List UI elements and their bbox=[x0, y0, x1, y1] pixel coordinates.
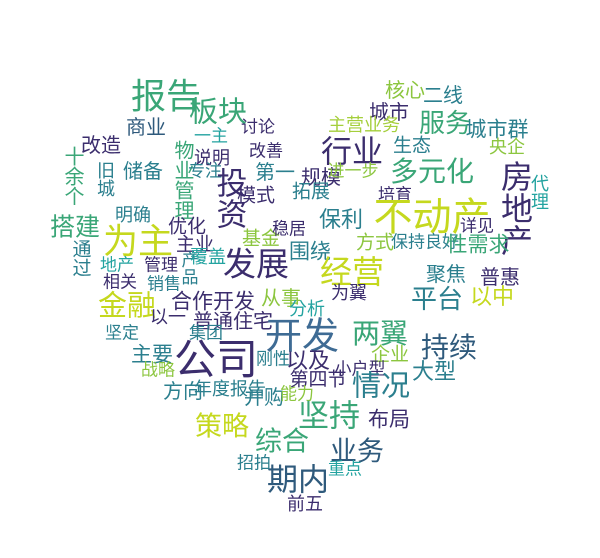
word-hexin: 核心 bbox=[385, 78, 425, 102]
word-hezuokaifa: 合作开发 bbox=[171, 289, 255, 314]
word-gaizao: 改造 bbox=[81, 133, 121, 157]
word-yizhong: 以中 bbox=[469, 285, 515, 310]
word-weizhu: 为主 bbox=[102, 222, 174, 263]
word-baoli: 保利 bbox=[318, 208, 364, 233]
word-yizhu: 一主 bbox=[194, 126, 228, 147]
word-buju: 布局 bbox=[368, 407, 410, 432]
word-zhuye: 主业 bbox=[175, 233, 215, 256]
word-fangshi: 方式 bbox=[355, 231, 395, 254]
word-xiaohuxing: 小户型 bbox=[334, 359, 386, 380]
word-yiji: 以及 bbox=[285, 349, 331, 374]
word-kaifa: 开发 bbox=[265, 314, 339, 358]
word-wuyeguanli: 物业管理 bbox=[171, 140, 195, 220]
word-putongzhuzhai: 普通住宅 bbox=[193, 309, 273, 333]
word-shengtai: 生态 bbox=[392, 134, 432, 157]
word-chubei: 储备 bbox=[123, 159, 163, 183]
word-xiangguan: 相关 bbox=[103, 272, 137, 293]
word-mingque: 明确 bbox=[115, 205, 151, 226]
word-zhuyao: 主要 bbox=[131, 342, 173, 367]
word-dajian: 搭建 bbox=[49, 212, 101, 242]
word-celue: 策略 bbox=[195, 411, 249, 443]
word-daili: 代理 bbox=[528, 174, 549, 210]
word-touzi: 投资 bbox=[210, 167, 247, 229]
word-budongchan: 不动产 bbox=[373, 195, 491, 241]
word-chengshi: 城市 bbox=[369, 100, 409, 124]
word-chanpin: 产品 bbox=[177, 251, 198, 285]
word-daxing: 大型 bbox=[411, 360, 457, 385]
word-fangdichan: 房地产 bbox=[496, 160, 534, 256]
word-duoyuanhua: 多元化 bbox=[389, 155, 475, 188]
word-fenxi: 分析 bbox=[289, 299, 325, 320]
word-nengli: 能力 bbox=[280, 384, 314, 405]
word-dichan: 地产 bbox=[100, 255, 134, 276]
word-jianding: 坚定 bbox=[105, 323, 139, 344]
word-xingxuqiu: 性需求 bbox=[446, 232, 510, 257]
word-shiyuge: 十余个 bbox=[61, 146, 85, 206]
word-youhua: 优化 bbox=[167, 215, 207, 238]
word-jijin: 基金 bbox=[241, 227, 281, 250]
word-chengshiqun: 城市群 bbox=[465, 117, 529, 142]
word-shuoming: 说明 bbox=[194, 148, 230, 169]
word-zhaopai: 招拍 bbox=[237, 453, 271, 474]
word-jituan: 集团 bbox=[189, 323, 223, 344]
word-bankuai: 板块 bbox=[188, 94, 248, 129]
word-xiaoshou: 销售 bbox=[147, 274, 181, 295]
word-shangye: 商业 bbox=[126, 115, 166, 139]
word-taolun: 讨论 bbox=[241, 117, 275, 138]
word-jingying: 经营 bbox=[319, 253, 385, 291]
word-qinei: 期内 bbox=[267, 462, 329, 499]
word-diyi: 第一 bbox=[255, 160, 295, 184]
word-guimo: 规模 bbox=[301, 165, 341, 189]
word-jinyibu: 进一步 bbox=[327, 161, 379, 182]
word-binggou: 并购 bbox=[244, 385, 284, 409]
word-qianwu: 前五 bbox=[287, 494, 323, 515]
word-gongsi: 公司 bbox=[173, 335, 259, 384]
word-zhanlue: 战略 bbox=[141, 360, 175, 381]
word-fugai: 覆盖 bbox=[190, 247, 226, 268]
word-gaishan: 改善 bbox=[249, 141, 283, 162]
word-weirao: 围绕 bbox=[289, 239, 331, 264]
word-fangxiang: 方向 bbox=[163, 379, 203, 403]
word-weiyi: 为翼 bbox=[331, 283, 367, 304]
word-jujiao: 聚焦 bbox=[426, 262, 466, 286]
word-baogao: 报告 bbox=[130, 77, 202, 118]
word-jiucheng: 旧城 bbox=[94, 161, 115, 197]
word-jinrong: 金融 bbox=[97, 288, 157, 323]
word-zhuyingyewu: 主营业务 bbox=[328, 115, 400, 136]
word-zhuanzhu: 专注 bbox=[188, 161, 222, 182]
word-baochilianghao: 保持良好 bbox=[391, 232, 459, 253]
word-qingkuang: 情况 bbox=[351, 368, 411, 403]
word-yangqi: 央企 bbox=[489, 137, 525, 158]
word-fuwu: 服务 bbox=[418, 109, 472, 139]
word-qiye: 企业 bbox=[370, 343, 410, 366]
word-jianchi: 坚持 bbox=[298, 398, 360, 435]
word-puhui: 普惠 bbox=[480, 265, 520, 289]
word-niandubaogao: 年度报告 bbox=[194, 379, 266, 400]
word-pingtai: 平台 bbox=[410, 285, 464, 315]
word-moshi: 模式 bbox=[236, 184, 276, 207]
word-wenju: 稳居 bbox=[272, 219, 306, 240]
word-disijie: 第四节 bbox=[289, 368, 347, 391]
word-zonghe: 综合 bbox=[255, 426, 309, 458]
word-hangye: 行业 bbox=[321, 134, 383, 171]
word-fazhan: 发展 bbox=[223, 244, 289, 284]
word-peiyu: 培育 bbox=[378, 185, 412, 206]
word-gangxing: 刚性 bbox=[256, 349, 290, 370]
word-tuozhan: 拓展 bbox=[291, 180, 331, 203]
word-congshi: 从事 bbox=[261, 286, 301, 310]
word-chixu: 持续 bbox=[420, 331, 478, 364]
word-guanli: 管理 bbox=[144, 255, 178, 276]
word-tongguo: 通过 bbox=[69, 239, 92, 277]
word-xiangjian: 详见 bbox=[460, 216, 494, 237]
word-liangyi: 两翼 bbox=[351, 317, 409, 350]
word-yewu: 业务 bbox=[330, 436, 384, 468]
word-erxian: 二线 bbox=[423, 83, 463, 107]
word-yiyi: 以一 bbox=[150, 307, 186, 328]
word-zhongdian: 重点 bbox=[328, 459, 362, 480]
